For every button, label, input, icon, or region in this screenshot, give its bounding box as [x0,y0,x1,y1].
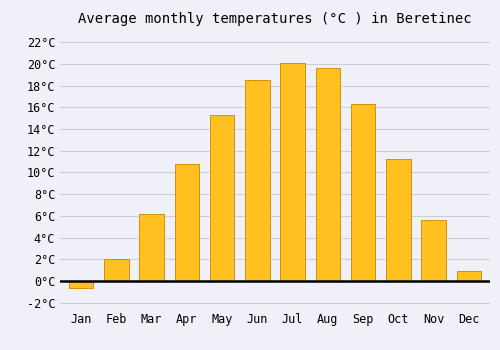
Bar [351,104,376,281]
Bar [210,115,234,281]
Bar [422,220,446,281]
Bar [174,164,199,281]
Title: Average monthly temperatures (°C ) in Beretinec: Average monthly temperatures (°C ) in Be… [78,12,472,26]
Bar [245,80,270,281]
Bar [316,68,340,281]
Bar [69,281,94,288]
Bar [140,214,164,281]
Bar [280,63,305,281]
Bar [104,259,128,281]
Bar [456,271,481,281]
Bar [386,160,410,281]
